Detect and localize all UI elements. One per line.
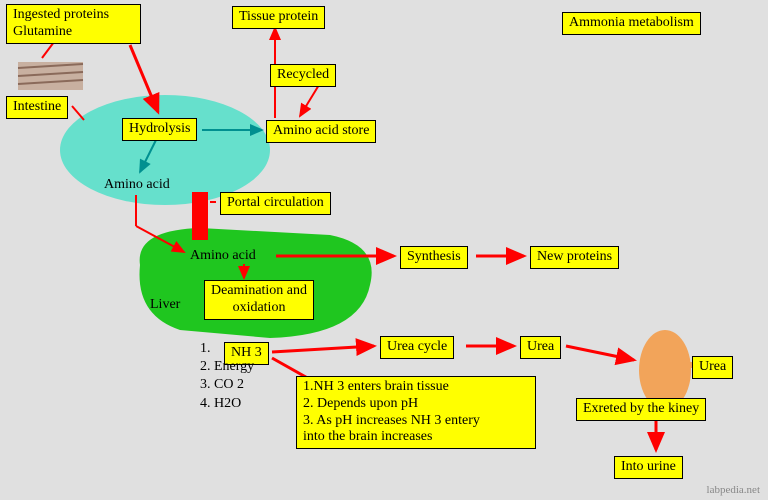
deamination-box: Deamination and oxidation <box>204 280 314 320</box>
intestine-label-box: Intestine <box>6 96 68 119</box>
new-proteins-box: New proteins <box>530 246 619 269</box>
urea-box-1: Urea <box>520 336 561 359</box>
title-box: Ammonia metabolism <box>562 12 701 35</box>
tissue-protein-box: Tissue protein <box>232 6 325 29</box>
into-urine-box: Into urine <box>614 456 683 479</box>
portal-circulation-box: Portal circulation <box>220 192 331 215</box>
liver-label-text: Liver <box>150 296 180 314</box>
products-list-text: 1. 2. Energy 3. CO 2 4. H2O <box>200 340 254 413</box>
hydrolysis-box: Hydrolysis <box>122 118 197 141</box>
synthesis-box: Synthesis <box>400 246 468 269</box>
recycled-box: Recycled <box>270 64 336 87</box>
urea-box-2: Urea <box>692 356 733 379</box>
brain-entry-box: 1.NH 3 enters brain tissue 2. Depends up… <box>296 376 536 449</box>
ingested-box: Ingested proteins Glutamine <box>6 4 141 44</box>
excreted-box: Exreted by the kiney <box>576 398 706 421</box>
muscle-texture <box>18 62 83 90</box>
amino-acid-store-box: Amino acid store <box>266 120 376 143</box>
urea-cycle-box: Urea cycle <box>380 336 454 359</box>
amino-acid-liver-text: Amino acid <box>190 247 256 265</box>
portal-vein-shape <box>192 192 208 240</box>
amino-acid-intestine-text: Amino acid <box>104 176 170 194</box>
watermark-text: labpedia.net <box>707 484 760 496</box>
